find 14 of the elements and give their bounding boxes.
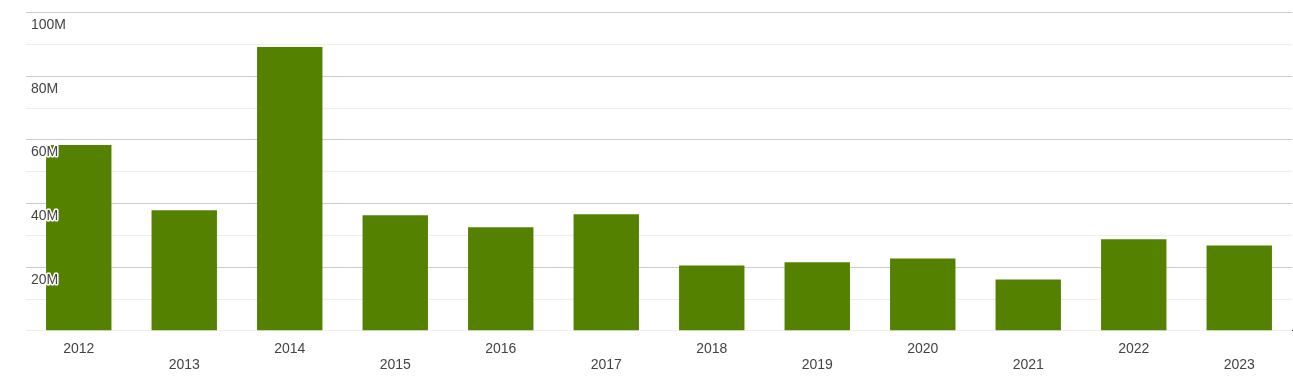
x-tick-label: 2014 — [274, 339, 306, 356]
x-tick-label: 2018 — [696, 339, 728, 356]
x-tick-label: 2021 — [1012, 356, 1045, 373]
x-tick-label: 2019 — [801, 356, 834, 373]
x-tick-label: 2023 — [1223, 356, 1256, 373]
x-tick-label: 2015 — [379, 356, 412, 373]
y-tick-label: 80M — [31, 79, 59, 96]
x-tick-label: 2013 — [168, 356, 201, 373]
x-tick-label: 2016 — [485, 339, 517, 356]
y-tick-label: 100M — [31, 15, 67, 32]
x-tick-label: 2017 — [590, 356, 623, 373]
x-tick-label: 2012 — [63, 339, 95, 356]
x-tick-label: 2022 — [1118, 339, 1150, 356]
x-tick-label: 2020 — [907, 339, 939, 356]
